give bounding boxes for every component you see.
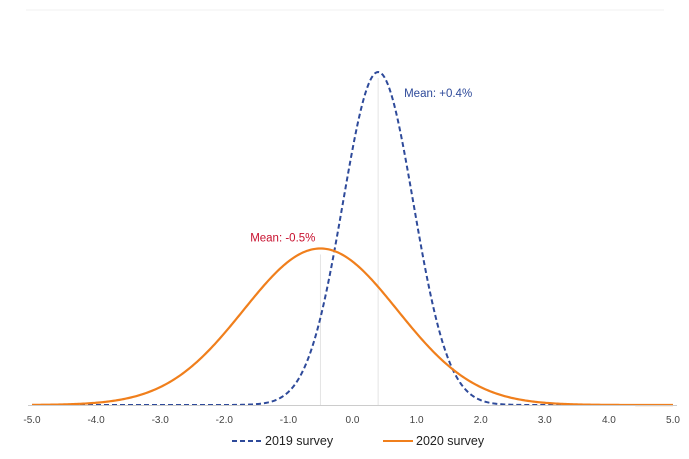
x-tick-label: 5.0 [666, 415, 680, 426]
x-tick-label: 3.0 [538, 415, 552, 426]
mean-annotation: Mean: -0.5% [250, 233, 315, 245]
x-tick-label: 4.0 [602, 415, 616, 426]
x-tick-label: -5.0 [23, 415, 41, 426]
legend-label: 2019 survey [265, 434, 334, 448]
legend-label: 2020 survey [416, 434, 485, 448]
x-axis-ticks: -5.0 -4.0 -3.0 -2.0 -1.0 0.0 1.0 2.0 3.0 4.0 5.0 [23, 415, 680, 426]
mean-annotation: Mean: +0.4% [404, 88, 472, 100]
legend: 2019 survey 2020 survey [232, 434, 485, 448]
x-tick-label: -2.0 [216, 415, 234, 426]
x-tick-label: 2.0 [474, 415, 488, 426]
x-tick-label: -1.0 [280, 415, 298, 426]
x-tick-label: -3.0 [152, 415, 170, 426]
x-tick-label: -4.0 [87, 415, 105, 426]
series-line-2020-survey [31, 247, 673, 407]
x-tick-label: 0.0 [346, 415, 360, 426]
series-layer [31, 71, 673, 407]
x-tick-label: 1.0 [410, 415, 424, 426]
annotations: Mean: +0.4% Mean: -0.5% [250, 88, 472, 245]
series-line-2019-survey [32, 71, 673, 406]
mean-markers [319, 78, 379, 405]
